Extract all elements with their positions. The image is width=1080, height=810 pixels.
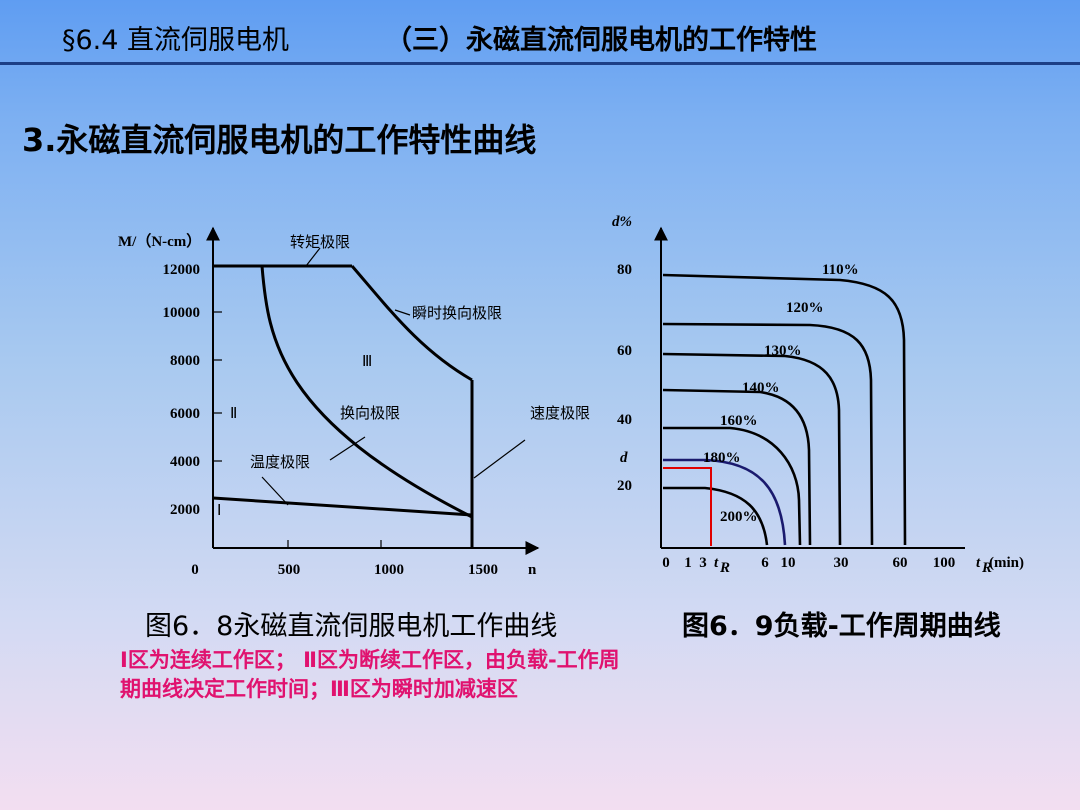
commutation-label: 换向极限 xyxy=(340,404,400,422)
figure2-caption: 图6．9负载-工作周期曲线 xyxy=(682,611,1001,642)
fig2-ytick-label: 80 xyxy=(617,262,632,278)
fig2-xtick-label: 6 xyxy=(761,555,769,571)
commutation-leader xyxy=(329,436,366,461)
region-2-label: Ⅱ xyxy=(230,404,237,422)
svg-text:t: t xyxy=(714,555,719,571)
title-bar: §6.4 直流伺服电机 （三）永磁直流伺服电机的工作特性 xyxy=(0,0,1080,65)
fig1-y-axis-label: M/（N-cm） xyxy=(118,232,201,250)
curve-130 xyxy=(662,352,842,546)
fig1-x-axis-label: n xyxy=(528,562,537,578)
fig2-tR-marker: t R xyxy=(714,555,730,576)
fig2-xtick-label: 100 xyxy=(933,555,956,571)
fig1-xtick-label: 0 xyxy=(191,562,199,578)
svg-text:R: R xyxy=(981,560,992,576)
fig2-xtick-label: 3 xyxy=(699,555,707,571)
torque-limit-label: 转矩极限 xyxy=(290,233,350,251)
fig2-xtick-label: 1 xyxy=(684,555,692,571)
instant-commutation-leader xyxy=(394,309,411,316)
curve-180 xyxy=(663,458,787,546)
svg-text:t: t xyxy=(976,555,981,571)
curve-140 xyxy=(662,388,812,546)
fig1-ytick-label: 4000 xyxy=(170,454,200,470)
fig2-x-axis-label: t R (min) xyxy=(976,555,1024,576)
fig2-y-axis-label: d% xyxy=(612,214,632,230)
temperature-limit-line xyxy=(212,496,473,517)
section-subtitle: （三）永磁直流伺服电机的工作特性 xyxy=(385,25,817,56)
region-3-label: Ⅲ xyxy=(362,352,372,370)
fig2-xtick-label: 10 xyxy=(781,555,796,571)
fig2-ytick-label: 20 xyxy=(617,478,632,494)
svg-text:(min): (min) xyxy=(989,555,1024,571)
figure1-chart: M/（N-cm） n 12000 10000 8000 6000 4000 20… xyxy=(118,226,590,578)
curve-label-110: 110% xyxy=(822,262,859,278)
torque-limit-leader xyxy=(305,247,321,267)
fig1-xtick-label: 500 xyxy=(278,562,301,578)
speed-limit-label: 速度极限 xyxy=(530,404,590,422)
fig1-xtick-label: 1000 xyxy=(374,562,404,578)
fig1-ytick-label: 6000 xyxy=(170,406,200,422)
figure1-caption: 图6．8永磁直流伺服电机工作曲线 xyxy=(145,611,558,642)
fig1-xtick-label: 1500 xyxy=(468,562,498,578)
curve-label-200: 200% xyxy=(720,509,758,525)
fig1-ytick-label: 12000 xyxy=(163,262,201,278)
fig2-ytick-label: 60 xyxy=(617,343,632,359)
page-title: 3.永磁直流伺服电机的工作特性曲线 xyxy=(22,121,537,159)
fig2-xtick-label: 60 xyxy=(893,555,908,571)
section-label: §6.4 直流伺服电机 xyxy=(62,25,290,56)
fig2-xtick-label: 0 xyxy=(662,555,670,571)
fig2-xtick-label: 30 xyxy=(834,555,849,571)
curve-label-130: 130% xyxy=(764,343,802,359)
fig1-ytick-label: 10000 xyxy=(163,305,201,321)
fig2-d-marker: d xyxy=(620,450,628,466)
temperature-limit-leader xyxy=(261,476,289,506)
curve-160 xyxy=(663,426,802,546)
curve-label-180: 180% xyxy=(703,450,741,466)
fig2-ytick-label: 40 xyxy=(617,412,632,428)
fig1-ytick-label: 8000 xyxy=(170,353,200,369)
svg-text:R: R xyxy=(719,560,730,576)
curve-120 xyxy=(662,322,874,546)
speed-limit-leader xyxy=(473,439,526,479)
tR-marker-line xyxy=(663,467,712,546)
instant-commutation-label: 瞬时换向极限 xyxy=(412,304,502,322)
curve-label-160: 160% xyxy=(720,413,758,429)
curve-200 xyxy=(663,486,769,546)
fig1-ytick-label: 2000 xyxy=(170,502,200,518)
figure2-chart: d% 80 60 40 d 20 0 1 3 t R 6 10 30 60 10… xyxy=(612,214,1024,576)
region-note: Ⅰ区为连续工作区； Ⅱ区为断续工作区，由负载-工作周期曲线决定工作时间；Ⅲ区为瞬… xyxy=(120,648,620,701)
commutation-curve xyxy=(260,265,473,519)
curve-label-120: 120% xyxy=(786,300,824,316)
curve-110 xyxy=(662,273,907,546)
curve-label-140: 140% xyxy=(742,380,780,396)
temperature-limit-label: 温度极限 xyxy=(250,453,310,471)
region-1-label: Ⅰ xyxy=(217,501,221,519)
instant-commutation-curve xyxy=(350,265,473,382)
